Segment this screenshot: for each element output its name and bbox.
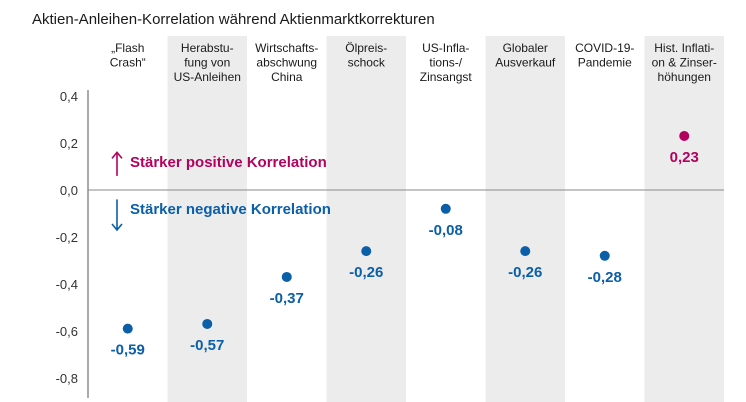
data-point bbox=[599, 250, 610, 261]
category-label-line: US-Anleihen bbox=[174, 70, 241, 84]
data-label: 0,23 bbox=[670, 149, 699, 166]
chart-title: Aktien-Anleihen-Korrelation während Akti… bbox=[32, 11, 435, 28]
y-tick-label: -0,4 bbox=[56, 277, 78, 292]
y-tick-label: 0,0 bbox=[60, 183, 78, 198]
data-point bbox=[679, 130, 690, 141]
category-label: COVID-19-Pandemie bbox=[575, 41, 634, 70]
category-label-line: schock bbox=[348, 56, 386, 70]
annotations: Stärker positive Korrelation Stärker nega… bbox=[111, 151, 331, 232]
data-label: -0,08 bbox=[429, 222, 463, 239]
category-label-line: Hist. Inflati- bbox=[654, 41, 714, 55]
data-label: -0,57 bbox=[190, 337, 224, 354]
data-point bbox=[122, 323, 133, 334]
down-arrow-icon bbox=[111, 223, 123, 232]
category-label: „Flash Crash“ bbox=[110, 41, 146, 70]
category-label: Wirtschafts-abschwung China bbox=[255, 41, 318, 84]
data-label: -0,28 bbox=[588, 269, 622, 286]
category-label-line: COVID-19- bbox=[575, 41, 634, 55]
category-label-line: abschwung bbox=[256, 56, 317, 70]
data-points: -0,59 -0,57 -0,37 -0,26 -0,08 -0,26 -0,28 0,23 bbox=[111, 130, 699, 359]
category-label-line: fung von bbox=[184, 56, 230, 70]
y-tick-label: -0,8 bbox=[56, 371, 78, 386]
data-point bbox=[281, 271, 292, 282]
category-label-line: Globaler bbox=[503, 41, 548, 55]
category-band bbox=[326, 36, 406, 402]
category-label: US-Infla-tions-/Zinsangst bbox=[420, 41, 473, 84]
category-label: Globaler Ausverkauf bbox=[495, 41, 556, 70]
category-label-line: Wirtschafts- bbox=[255, 41, 318, 55]
category-label-line: „Flash bbox=[111, 41, 144, 55]
data-label: -0,26 bbox=[349, 264, 383, 281]
category-label-line: China bbox=[271, 70, 303, 84]
data-label: -0,26 bbox=[508, 264, 542, 281]
category-label-line: Ölpreis- bbox=[345, 41, 387, 55]
category-label: Herabstu-fung von US-Anleihen bbox=[174, 41, 241, 84]
data-point bbox=[440, 203, 451, 214]
category-label-line: Pandemie bbox=[578, 56, 632, 70]
category-band bbox=[485, 36, 565, 402]
category-label-line: US-Infla- bbox=[422, 41, 469, 55]
y-tick-label: 0,4 bbox=[60, 89, 78, 104]
y-tick-label: -0,6 bbox=[56, 324, 78, 339]
category-label-line: Crash“ bbox=[110, 56, 146, 70]
data-point bbox=[361, 246, 372, 257]
y-tick-label: -0,2 bbox=[56, 230, 78, 245]
category-label-line: Ausverkauf bbox=[495, 56, 556, 70]
y-tick-label: 0,2 bbox=[60, 136, 78, 151]
category-label-line: Zinsangst bbox=[420, 70, 473, 84]
category-label-line: Herabstu- bbox=[181, 41, 234, 55]
y-axis: 0,4 0,2 0,0 -0,2 -0,4 -0,6 -0,8 bbox=[56, 89, 724, 398]
category-band bbox=[167, 36, 247, 402]
category-label: Ölpreis-schock bbox=[345, 41, 387, 70]
category-label-line: höhungen bbox=[658, 70, 711, 84]
category-band bbox=[644, 36, 724, 402]
category-label-line: on & Zinser- bbox=[652, 56, 717, 70]
positive-annotation: Stärker positive Korrelation bbox=[130, 154, 327, 171]
data-label: -0,37 bbox=[270, 290, 304, 307]
data-label: -0,59 bbox=[111, 342, 145, 359]
category-label-line: tions-/ bbox=[429, 56, 462, 70]
category-labels: „Flash Crash“ Herabstu-fung von US-Anleihen… bbox=[110, 41, 717, 84]
negative-annotation: Stärker negative Korrelation bbox=[130, 201, 331, 218]
category-bands bbox=[167, 36, 724, 402]
data-point bbox=[202, 318, 213, 329]
up-arrow-icon bbox=[111, 151, 123, 159]
category-label: Hist. Inflati-on & Zinser-höhungen bbox=[652, 41, 717, 84]
data-point bbox=[520, 246, 531, 257]
